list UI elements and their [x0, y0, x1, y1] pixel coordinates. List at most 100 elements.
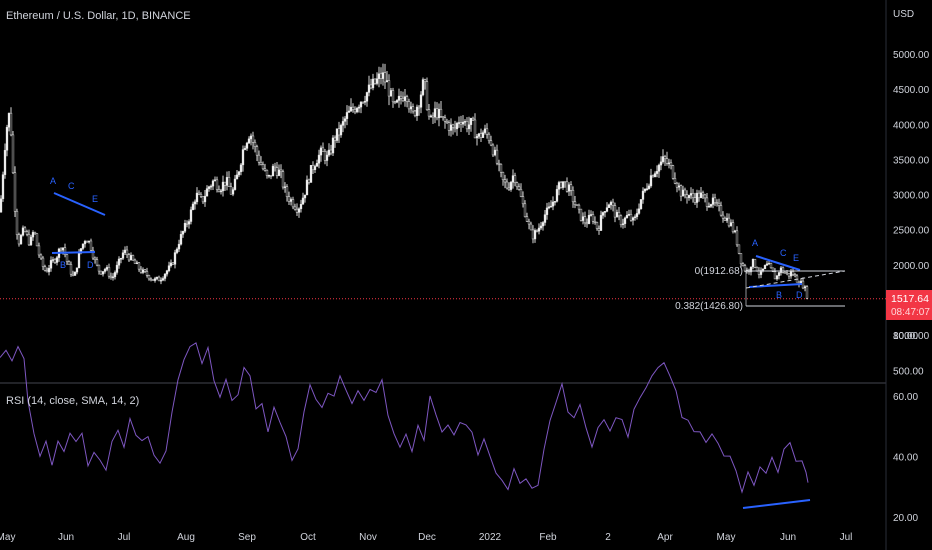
candle-body [55, 257, 59, 263]
candle-body [545, 207, 549, 215]
candle-body [123, 249, 127, 253]
candle-body [667, 162, 671, 165]
candle-body [175, 248, 179, 253]
candle-body [533, 230, 537, 240]
candle-body [511, 175, 515, 183]
candle-body [183, 222, 187, 232]
candle-body [637, 208, 641, 214]
candle-body [195, 192, 199, 203]
candle-body [179, 234, 183, 245]
rsi-indicator-label[interactable]: RSI (14, close, SMA, 14, 2) [6, 395, 140, 407]
candle-body [607, 204, 611, 208]
rsi-line [0, 342, 809, 494]
price-axis-tick: 3500.00 [893, 155, 930, 166]
time-axis-tick: 2022 [479, 532, 502, 543]
candle-body [33, 232, 37, 234]
candle-body [603, 211, 607, 213]
time-axis-tick: Oct [300, 532, 316, 543]
candle-body [765, 263, 769, 266]
time-axis-tick: 2 [605, 532, 611, 543]
candle-body [447, 122, 451, 131]
candle-body [317, 154, 321, 164]
candle-body [313, 166, 317, 170]
candle-body [235, 174, 239, 180]
candle-body [491, 144, 495, 156]
candle-body [425, 81, 429, 110]
candle-body [279, 169, 283, 172]
candle-body [125, 249, 129, 255]
candle-body [5, 127, 9, 151]
candle-body [473, 119, 477, 139]
price-axis-tick: 3000.00 [893, 191, 930, 202]
candle-body [707, 206, 711, 208]
candle-body [483, 128, 487, 133]
candle-body [325, 154, 329, 161]
candle-body [303, 194, 307, 199]
candle-body [129, 255, 133, 261]
candle-body [257, 154, 261, 163]
candle-body [361, 101, 365, 104]
candle-body [153, 278, 157, 281]
candle-body [651, 175, 655, 178]
candle-body [23, 227, 27, 232]
candle-body [673, 178, 677, 184]
candle-body [759, 270, 763, 275]
candle-body [261, 164, 265, 170]
candle-body [763, 265, 767, 270]
candle-body [113, 272, 117, 278]
candle-body [207, 186, 211, 189]
candle-body [385, 80, 389, 83]
candle-body [431, 115, 435, 118]
candle-body [561, 181, 565, 188]
candle-body [683, 189, 687, 196]
candle-body [715, 202, 719, 204]
candle-body [443, 117, 447, 122]
candle-body [509, 181, 513, 190]
candle-body [173, 252, 177, 265]
candle-body [623, 217, 627, 224]
candle-body [709, 204, 713, 207]
candle-body [567, 184, 571, 192]
candle-body [751, 258, 755, 268]
candle-body [281, 171, 285, 188]
time-axis-tick: Jun [780, 532, 796, 543]
candle-body [513, 175, 517, 183]
candle-body [781, 267, 785, 273]
candle-body [681, 189, 685, 197]
candle-body [13, 172, 17, 212]
candle-body [433, 108, 437, 118]
candle-body [165, 270, 169, 275]
candle-body [741, 263, 745, 266]
candle-body [265, 169, 269, 176]
candle-body [771, 267, 775, 273]
candle-body [177, 243, 181, 250]
price-axis-tick: 500.00 [893, 366, 924, 377]
candle-body [409, 106, 413, 110]
candle-body [45, 270, 49, 273]
candle-body [793, 274, 797, 277]
candle-body [371, 78, 375, 89]
candle-body [487, 133, 491, 141]
candle-body [377, 73, 381, 79]
candle-body [675, 182, 679, 188]
candle-body [571, 189, 575, 203]
candle-body [475, 136, 479, 139]
candle-body [43, 266, 47, 271]
pattern-point-label: E [793, 253, 799, 263]
candle-body [555, 189, 559, 202]
candle-body [363, 100, 367, 103]
candle-body [587, 214, 591, 224]
candle-body [791, 271, 795, 275]
candle-body [39, 254, 43, 259]
fib-level-label: 0.382(1426.80) [675, 301, 743, 312]
pattern-point-label: B [60, 260, 66, 270]
candle-body [109, 275, 113, 278]
candle-body [407, 101, 411, 110]
candle-body [679, 185, 683, 197]
candle-body [105, 267, 109, 270]
current-price-value: 1517.64 [891, 293, 929, 305]
time-axis-tick: Feb [539, 532, 557, 543]
candle-body [223, 181, 227, 186]
candle-body [611, 201, 615, 206]
